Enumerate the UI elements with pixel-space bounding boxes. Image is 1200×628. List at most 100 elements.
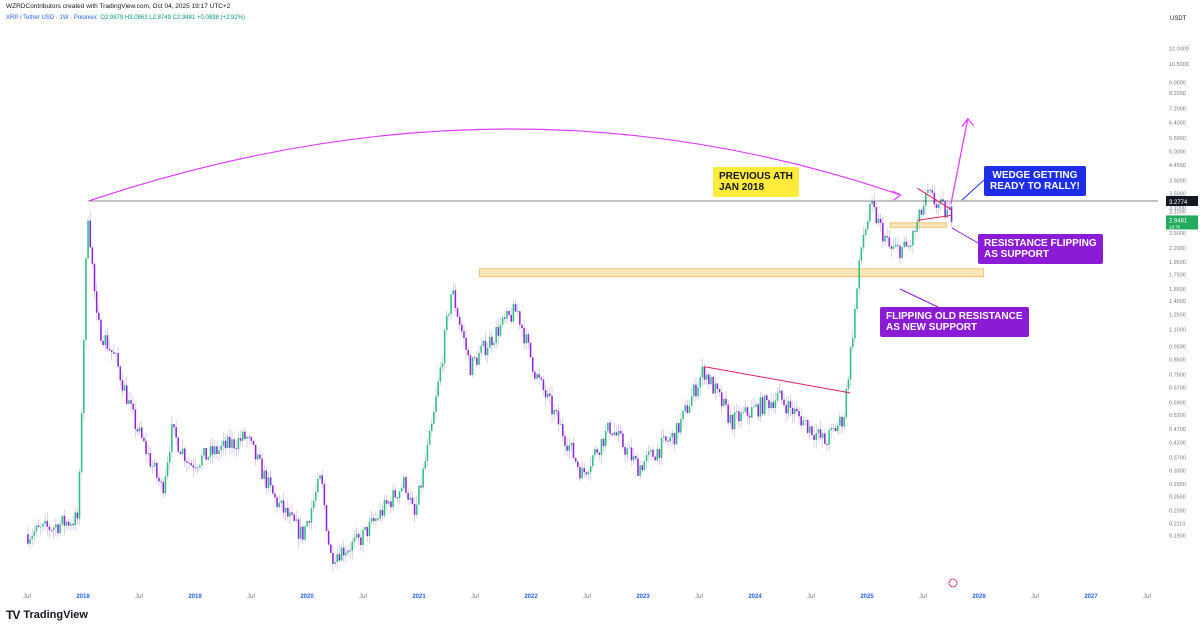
candle-body [276, 497, 278, 508]
candle-body [624, 447, 626, 455]
candle-body [946, 209, 949, 218]
candle-body [437, 381, 439, 397]
candle-body [375, 518, 377, 521]
candle-body [712, 376, 714, 394]
candle-body [119, 366, 122, 381]
ohlc-change: +0.0838 (+2.92%) [196, 15, 246, 21]
candle-body [446, 315, 448, 331]
candle-body [478, 352, 480, 365]
candle-body [428, 431, 431, 445]
candle-body [733, 412, 736, 430]
time-tick-label: Jul [807, 594, 815, 600]
candle-body [91, 247, 94, 264]
price-tick-label: 5.0000 [1169, 149, 1186, 155]
candle-body [688, 406, 691, 413]
candle-body [201, 455, 203, 466]
candle-body [512, 304, 515, 322]
candle-body [501, 317, 504, 325]
candle-body [123, 385, 126, 391]
candle-body [67, 521, 70, 526]
candle-body [705, 374, 708, 380]
callout-line: PREVIOUS ATH [719, 171, 793, 182]
candle-body [789, 401, 792, 408]
rally-arrowhead-icon [961, 117, 975, 128]
candle-body [289, 512, 291, 517]
candle-body [564, 436, 566, 446]
candle-body [231, 439, 233, 448]
tradingview-brand[interactable]: TV TradingView [6, 608, 88, 622]
candle-body [841, 416, 843, 427]
current-price-text: 2.9481 [1169, 218, 1188, 224]
time-tick-label: Jul [1143, 594, 1151, 600]
candle-body [940, 199, 942, 205]
price-tick-label: 0.7500 [1169, 372, 1186, 378]
candle-body [398, 491, 401, 499]
candle-body [611, 433, 613, 435]
candle-body [656, 449, 659, 461]
candle-body [246, 436, 248, 439]
candle-body [763, 395, 766, 414]
callout-line: JAN 2018 [719, 182, 765, 193]
candle-body [456, 308, 459, 317]
support-zones [479, 222, 985, 278]
symbol-name[interactable]: XRP / Tether USD [6, 15, 55, 21]
candle-body [263, 470, 265, 479]
candle-body [542, 379, 545, 391]
price-tick-label: 0.2950 [1169, 482, 1186, 488]
candle-body [695, 384, 697, 397]
candle-body [836, 425, 839, 432]
candle-body [317, 478, 319, 493]
candle-body [877, 218, 880, 224]
candle-body [488, 336, 491, 348]
candle-body [774, 400, 777, 409]
price-axis[interactable]: USDT 12.0000 10.5000 9.0000 8.2000 7.2000 6.40… [1158, 0, 1200, 608]
candle-body [130, 400, 132, 404]
candle-body [746, 407, 749, 416]
candle-body [830, 428, 833, 431]
callout-resistance-flip: RESISTANCE FLIPPING AS SUPPORT [978, 234, 1103, 264]
candle-body [183, 448, 186, 462]
candle-body [776, 393, 779, 401]
candle-body [166, 462, 169, 477]
candle-body [295, 519, 298, 521]
candle-body [190, 463, 192, 466]
candle-body [690, 396, 693, 407]
callout-line: AS NEW SUPPORT [886, 322, 978, 333]
candle-body [594, 449, 596, 456]
interval[interactable]: 1W [59, 15, 69, 21]
candle-body [297, 519, 300, 539]
candle-body [761, 397, 764, 414]
candle-body [265, 470, 268, 489]
candle-body [278, 502, 281, 508]
time-axis[interactable]: Jul 2018 Jul 2019 Jul 2020 Jul 2021 Jul 2022 Jul 20… [23, 594, 1151, 600]
candle-body [858, 260, 860, 289]
candle-body [312, 500, 315, 509]
candle-body [366, 527, 369, 537]
candle-body [267, 477, 270, 489]
candle-body [912, 230, 914, 246]
candle-body [879, 218, 882, 223]
candle-body [205, 447, 207, 460]
candle-body [100, 319, 102, 341]
candle-body [74, 512, 76, 526]
candle-body [890, 246, 893, 249]
candle-body [385, 500, 388, 504]
price-tick-label: 1.1000 [1169, 327, 1186, 333]
candle-body [491, 336, 493, 346]
time-tick-label: Jul [695, 594, 703, 600]
candle-body [136, 429, 139, 432]
candle-body [422, 468, 424, 488]
candle-body [918, 209, 921, 223]
candle-body [658, 449, 661, 458]
candle-body [834, 428, 837, 432]
candle-body [907, 246, 910, 248]
candle-body [864, 229, 867, 235]
callout-line: READY TO RALLY! [990, 181, 1080, 192]
candle-body [635, 456, 637, 459]
candle-body [665, 436, 667, 441]
ath-price-tag [1166, 196, 1198, 206]
candle-body [392, 490, 394, 508]
candle-body [364, 527, 366, 531]
candle-body [409, 497, 412, 500]
